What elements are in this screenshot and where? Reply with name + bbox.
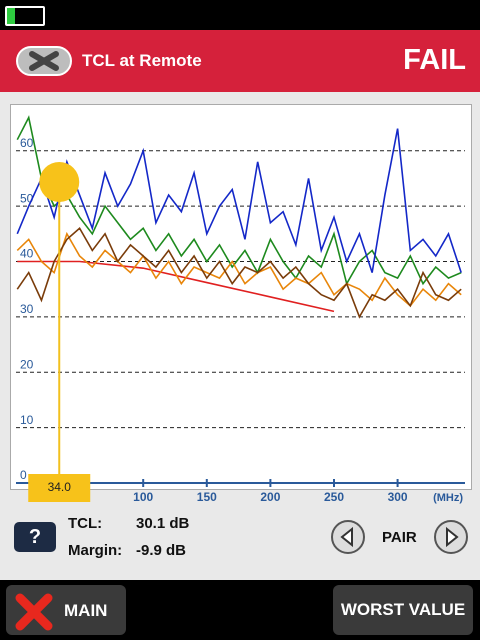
main-button[interactable]: MAIN [6, 585, 126, 635]
cursor-handle [39, 162, 80, 202]
y-tick-label: 10 [20, 413, 34, 427]
fail-status: FAIL [403, 44, 466, 76]
battery-level [7, 8, 15, 24]
back-icon [29, 51, 59, 71]
tcl-label: TCL: [68, 515, 103, 532]
battery [5, 6, 45, 26]
x-tick-label: 100 [133, 490, 153, 504]
x-unit: (MHz) [433, 492, 463, 504]
status-bar [0, 0, 480, 30]
series-line [16, 231, 462, 307]
margin-value: -9.9 dB [136, 542, 187, 559]
y-tick-label: 60 [20, 136, 34, 150]
worst-value-button[interactable]: WORST VALUE [333, 585, 473, 635]
y-tick-label: 0 [20, 468, 27, 482]
main-label: MAIN [64, 601, 108, 620]
header: TCL at Remote FAIL [0, 30, 480, 92]
tcl-value: 30.1 dB [136, 515, 190, 532]
prev-pair-button[interactable] [330, 519, 366, 555]
margin-label: Margin: [68, 542, 123, 559]
pair-label: PAIR [382, 529, 417, 546]
cursor-label-box [28, 474, 91, 502]
series-line [16, 128, 462, 273]
series-line [16, 115, 462, 286]
limit-line [17, 260, 335, 313]
y-tick-label: 30 [20, 302, 34, 316]
next-pair-button[interactable] [433, 519, 469, 555]
cursor-label: 34.0 [48, 480, 72, 494]
series-line [16, 227, 462, 319]
x-tick-label: 150 [197, 490, 217, 504]
main-icon [15, 593, 53, 631]
y-tick-label: 40 [20, 247, 34, 261]
y-tick-label: 20 [20, 357, 34, 371]
header-title: TCL at Remote [82, 51, 202, 70]
x-tick-label: 250 [324, 490, 344, 504]
x-tick-label: 300 [388, 490, 408, 504]
back-button[interactable] [16, 46, 72, 76]
chart-frame [10, 104, 472, 490]
help-button[interactable]: ? [14, 522, 56, 552]
footer: MAIN WORST VALUE [0, 580, 480, 640]
x-tick-label: 200 [260, 490, 280, 504]
